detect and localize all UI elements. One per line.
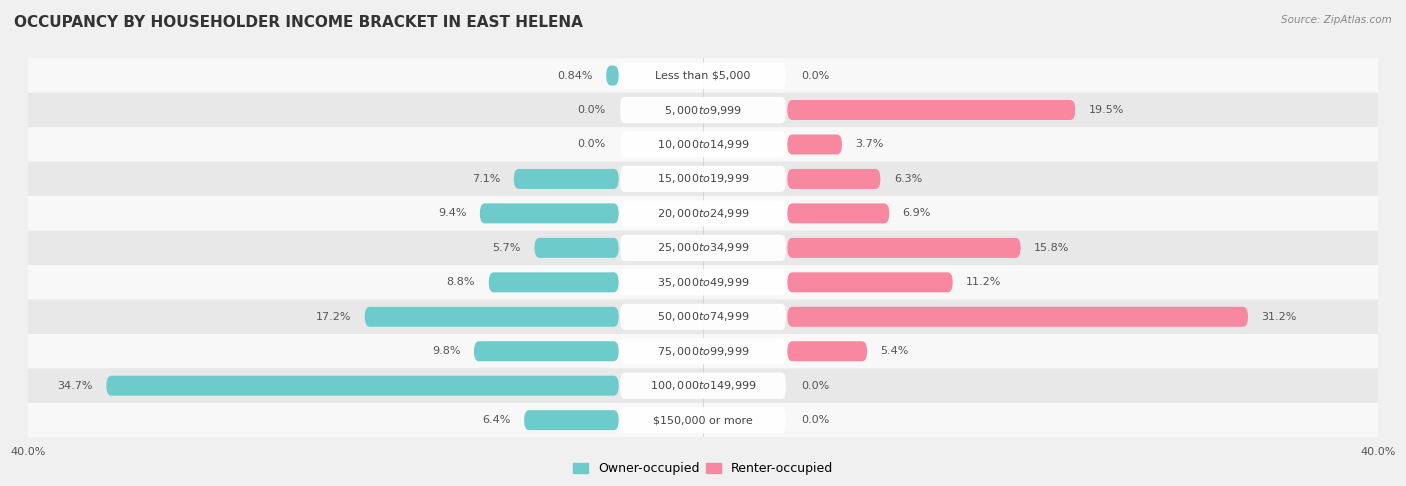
FancyBboxPatch shape	[620, 269, 786, 295]
FancyBboxPatch shape	[28, 196, 1378, 231]
FancyBboxPatch shape	[489, 272, 619, 292]
Text: 9.4%: 9.4%	[437, 208, 467, 218]
FancyBboxPatch shape	[620, 338, 786, 364]
Text: 6.9%: 6.9%	[903, 208, 931, 218]
Text: $75,000 to $99,999: $75,000 to $99,999	[657, 345, 749, 358]
Text: $15,000 to $19,999: $15,000 to $19,999	[657, 173, 749, 186]
Text: 0.0%: 0.0%	[801, 70, 830, 81]
Text: OCCUPANCY BY HOUSEHOLDER INCOME BRACKET IN EAST HELENA: OCCUPANCY BY HOUSEHOLDER INCOME BRACKET …	[14, 15, 583, 30]
FancyBboxPatch shape	[28, 299, 1378, 334]
FancyBboxPatch shape	[620, 407, 786, 433]
FancyBboxPatch shape	[28, 265, 1378, 299]
FancyBboxPatch shape	[787, 272, 953, 292]
FancyBboxPatch shape	[28, 93, 1378, 127]
Text: 11.2%: 11.2%	[966, 278, 1001, 287]
Text: 0.0%: 0.0%	[576, 139, 605, 150]
Text: $5,000 to $9,999: $5,000 to $9,999	[664, 104, 742, 117]
FancyBboxPatch shape	[28, 162, 1378, 196]
Text: 15.8%: 15.8%	[1035, 243, 1070, 253]
FancyBboxPatch shape	[787, 238, 1021, 258]
FancyBboxPatch shape	[787, 135, 842, 155]
FancyBboxPatch shape	[620, 304, 786, 330]
Text: $20,000 to $24,999: $20,000 to $24,999	[657, 207, 749, 220]
Text: Less than $5,000: Less than $5,000	[655, 70, 751, 81]
Text: 5.4%: 5.4%	[880, 346, 908, 356]
Text: 7.1%: 7.1%	[472, 174, 501, 184]
FancyBboxPatch shape	[107, 376, 619, 396]
Text: 34.7%: 34.7%	[58, 381, 93, 391]
FancyBboxPatch shape	[606, 66, 619, 86]
FancyBboxPatch shape	[787, 100, 1076, 120]
Legend: Owner-occupied, Renter-occupied: Owner-occupied, Renter-occupied	[568, 457, 838, 481]
FancyBboxPatch shape	[620, 97, 786, 123]
FancyBboxPatch shape	[787, 204, 889, 224]
Text: $100,000 to $149,999: $100,000 to $149,999	[650, 379, 756, 392]
Text: Source: ZipAtlas.com: Source: ZipAtlas.com	[1281, 15, 1392, 25]
FancyBboxPatch shape	[28, 334, 1378, 368]
FancyBboxPatch shape	[28, 127, 1378, 162]
FancyBboxPatch shape	[513, 169, 619, 189]
FancyBboxPatch shape	[28, 403, 1378, 437]
FancyBboxPatch shape	[28, 231, 1378, 265]
FancyBboxPatch shape	[364, 307, 619, 327]
Text: $50,000 to $74,999: $50,000 to $74,999	[657, 310, 749, 323]
FancyBboxPatch shape	[620, 200, 786, 226]
FancyBboxPatch shape	[534, 238, 619, 258]
FancyBboxPatch shape	[474, 341, 619, 361]
FancyBboxPatch shape	[787, 341, 868, 361]
Text: $25,000 to $34,999: $25,000 to $34,999	[657, 242, 749, 254]
Text: 0.84%: 0.84%	[557, 70, 593, 81]
Text: 19.5%: 19.5%	[1088, 105, 1125, 115]
Text: 31.2%: 31.2%	[1261, 312, 1296, 322]
FancyBboxPatch shape	[620, 63, 786, 88]
Text: 17.2%: 17.2%	[316, 312, 352, 322]
Text: $35,000 to $49,999: $35,000 to $49,999	[657, 276, 749, 289]
FancyBboxPatch shape	[620, 373, 786, 399]
FancyBboxPatch shape	[620, 131, 786, 157]
Text: 8.8%: 8.8%	[447, 278, 475, 287]
Text: 0.0%: 0.0%	[801, 381, 830, 391]
Text: 9.8%: 9.8%	[432, 346, 461, 356]
Text: 6.4%: 6.4%	[482, 415, 510, 425]
Text: 0.0%: 0.0%	[576, 105, 605, 115]
Text: $150,000 or more: $150,000 or more	[654, 415, 752, 425]
FancyBboxPatch shape	[787, 169, 880, 189]
FancyBboxPatch shape	[620, 235, 786, 261]
FancyBboxPatch shape	[524, 410, 619, 430]
Text: 3.7%: 3.7%	[855, 139, 884, 150]
Text: 5.7%: 5.7%	[492, 243, 522, 253]
FancyBboxPatch shape	[28, 368, 1378, 403]
FancyBboxPatch shape	[620, 166, 786, 192]
Text: 0.0%: 0.0%	[801, 415, 830, 425]
FancyBboxPatch shape	[787, 307, 1249, 327]
Text: 6.3%: 6.3%	[894, 174, 922, 184]
FancyBboxPatch shape	[28, 58, 1378, 93]
Text: $10,000 to $14,999: $10,000 to $14,999	[657, 138, 749, 151]
FancyBboxPatch shape	[479, 204, 619, 224]
